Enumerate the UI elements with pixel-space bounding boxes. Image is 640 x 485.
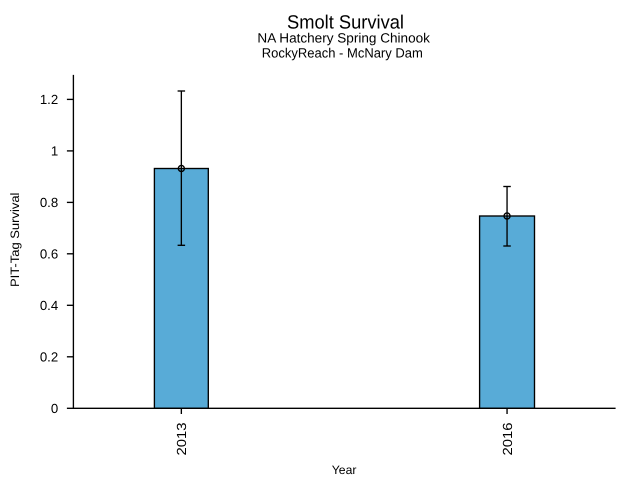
svg-text:0.4: 0.4 bbox=[40, 298, 58, 313]
svg-text:1: 1 bbox=[51, 144, 58, 159]
svg-text:1.2: 1.2 bbox=[40, 92, 58, 107]
svg-text:Smolt Survival: Smolt Survival bbox=[287, 13, 404, 34]
svg-text:2013: 2013 bbox=[174, 423, 189, 456]
svg-text:0: 0 bbox=[51, 401, 58, 416]
svg-text:NA Hatchery Spring Chinook: NA Hatchery Spring Chinook bbox=[257, 31, 430, 46]
svg-text:0.8: 0.8 bbox=[40, 195, 58, 210]
svg-text:PIT-Tag Survival: PIT-Tag Survival bbox=[8, 193, 22, 287]
svg-text:Year: Year bbox=[332, 463, 357, 477]
svg-text:RockyReach - McNary Dam: RockyReach - McNary Dam bbox=[262, 46, 423, 61]
svg-text:0.2: 0.2 bbox=[40, 350, 58, 365]
svg-text:2016: 2016 bbox=[500, 423, 515, 456]
svg-text:0.6: 0.6 bbox=[40, 247, 58, 262]
